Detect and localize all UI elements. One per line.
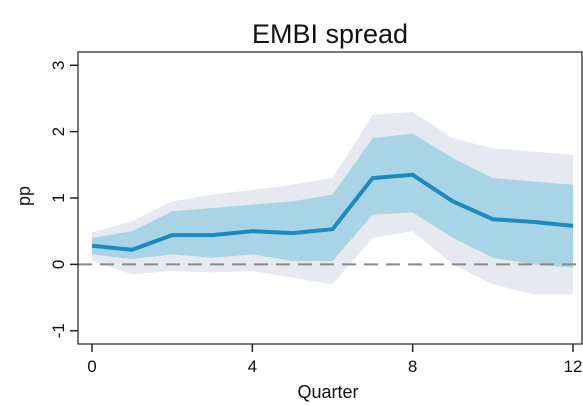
y-tick-label: 0 [49, 260, 68, 269]
y-tick-label: 2 [49, 127, 68, 136]
y-tick-label: -1 [49, 323, 68, 338]
y-tick-label: 3 [49, 61, 68, 70]
x-tick-label: 8 [408, 357, 417, 376]
x-axis-label: Quarter [297, 382, 358, 402]
y-tick-label: 1 [49, 193, 68, 202]
chart-title: EMBI spread [252, 19, 408, 49]
x-tick-label: 12 [564, 357, 583, 376]
series-line-0 [91, 172, 574, 252]
x-tick-label: 4 [248, 357, 257, 376]
x-tick-label: 0 [87, 357, 96, 376]
y-axis-label: pp [14, 186, 34, 206]
